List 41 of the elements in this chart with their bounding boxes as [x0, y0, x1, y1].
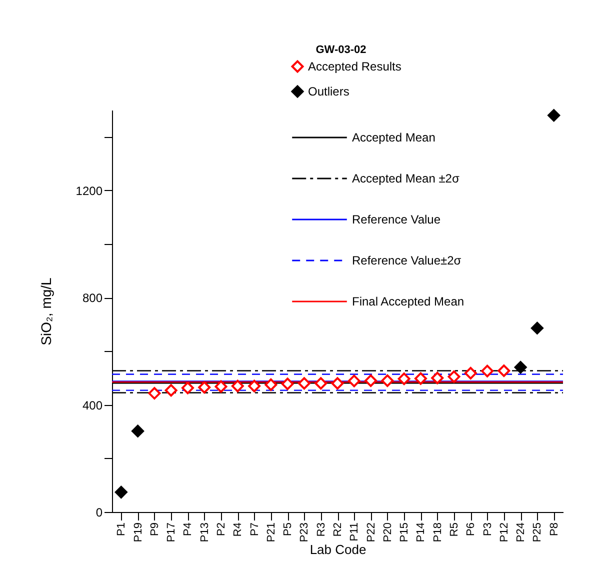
x-tick-label: R3: [315, 522, 328, 537]
legend-label: Outliers: [308, 84, 350, 98]
x-tick-label: P9: [148, 522, 161, 536]
x-tick-label: P4: [182, 522, 194, 536]
x-tick-label: P20: [382, 522, 394, 542]
legend-label: Accepted Mean ±2σ: [352, 172, 460, 186]
legend-label: Final Accepted Mean: [352, 294, 464, 308]
x-tick-label: P22: [365, 522, 378, 542]
x-tick-label: P21: [265, 522, 278, 542]
x-axis-title: Lab Code: [310, 542, 366, 558]
x-tick-label: P7: [248, 522, 261, 536]
x-tick-label: P17: [166, 522, 178, 542]
legend-label: Accepted Results: [308, 60, 402, 74]
y-axis-title: SiO₂, mg/L: [38, 277, 54, 346]
x-tick-label: R2: [332, 522, 344, 537]
x-tick-label: P2: [216, 522, 228, 536]
x-tick-label: P1: [116, 522, 128, 536]
x-tick-label: R5: [448, 522, 460, 537]
x-tick-label: P23: [298, 522, 311, 542]
legend-label: Reference Value: [352, 212, 441, 226]
x-tick-label: P19: [132, 522, 144, 542]
y-tick-label: 800: [82, 291, 103, 306]
x-tick-label: P13: [198, 522, 211, 542]
x-tick-label: P14: [415, 522, 428, 542]
x-tick-label: P6: [465, 522, 478, 536]
y-tick-label: 1200: [76, 184, 103, 198]
x-tick-label: P5: [282, 522, 294, 536]
x-tick-label: P8: [548, 522, 560, 536]
x-tick-label: P11: [348, 522, 361, 542]
legend-label: Accepted Mean: [352, 130, 436, 144]
y-tick-label: 400: [82, 398, 103, 412]
x-tick-label: P3: [482, 522, 494, 536]
y-tick-label: 0: [96, 506, 103, 520]
x-tick-label: R4: [232, 522, 244, 537]
legend-title: GW-03-02: [316, 44, 366, 56]
x-tick-label: P15: [398, 522, 411, 542]
x-tick-label: P24: [515, 522, 528, 542]
x-tick-label: P18: [432, 522, 444, 542]
legend-label: Reference Value±2σ: [352, 254, 462, 268]
x-tick-label: P12: [498, 522, 510, 542]
x-tick-label: P25: [532, 522, 544, 542]
